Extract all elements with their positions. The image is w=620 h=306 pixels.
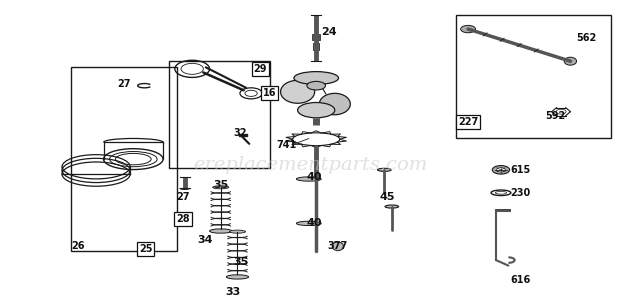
Ellipse shape	[296, 221, 321, 226]
Ellipse shape	[564, 57, 577, 65]
Text: 616: 616	[511, 275, 531, 285]
Bar	[312, 34, 320, 40]
Text: 28: 28	[176, 214, 190, 224]
Text: 26: 26	[71, 241, 84, 251]
Text: 35: 35	[214, 180, 229, 190]
Ellipse shape	[294, 72, 339, 84]
Ellipse shape	[226, 275, 249, 279]
Text: 40: 40	[307, 218, 322, 228]
Text: 32: 32	[234, 128, 247, 138]
FancyArrowPatch shape	[317, 80, 326, 94]
Bar	[239, 134, 247, 136]
Ellipse shape	[332, 242, 343, 251]
Text: 40: 40	[307, 173, 322, 182]
Text: 27: 27	[117, 79, 131, 89]
Text: 16: 16	[263, 88, 277, 98]
Text: ereplacementparts.com: ereplacementparts.com	[193, 156, 427, 174]
Ellipse shape	[210, 229, 232, 233]
Ellipse shape	[319, 93, 350, 115]
Circle shape	[497, 168, 505, 172]
Text: 25: 25	[139, 244, 153, 254]
Ellipse shape	[213, 186, 229, 189]
Text: 377: 377	[328, 241, 348, 251]
Text: 35: 35	[233, 257, 248, 267]
Text: 45: 45	[379, 192, 396, 202]
Circle shape	[461, 25, 476, 33]
Ellipse shape	[385, 205, 399, 208]
Circle shape	[492, 166, 510, 174]
Text: 615: 615	[511, 165, 531, 175]
Text: 227: 227	[458, 118, 478, 127]
Text: 27: 27	[176, 192, 190, 202]
Text: 34: 34	[197, 235, 212, 245]
Ellipse shape	[298, 103, 335, 118]
Text: 24: 24	[321, 27, 337, 37]
Bar	[313, 43, 319, 50]
Ellipse shape	[378, 168, 391, 171]
Bar	[456, 15, 611, 138]
Bar	[495, 209, 510, 211]
Text: 592: 592	[545, 111, 565, 121]
Text: 33: 33	[225, 287, 240, 297]
Text: 230: 230	[511, 188, 531, 198]
Text: 29: 29	[254, 64, 267, 74]
Ellipse shape	[280, 80, 314, 103]
Bar	[71, 67, 177, 251]
Ellipse shape	[296, 177, 321, 181]
Bar	[169, 61, 270, 168]
Ellipse shape	[307, 81, 326, 90]
Text: 562: 562	[576, 33, 596, 43]
Text: 741: 741	[277, 140, 296, 150]
Ellipse shape	[229, 230, 246, 233]
